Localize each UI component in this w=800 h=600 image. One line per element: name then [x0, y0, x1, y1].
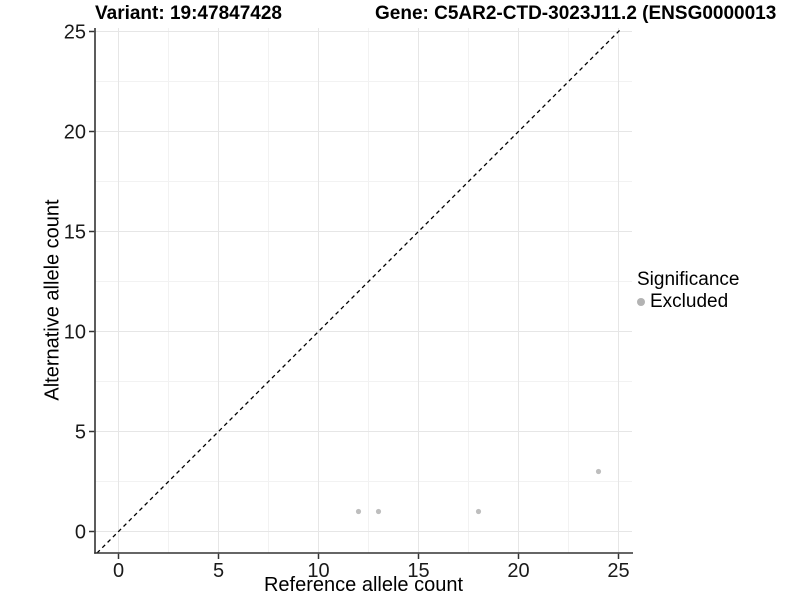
- data-point: [595, 468, 602, 475]
- data-point: [475, 508, 482, 515]
- x-tick-label: 25: [607, 560, 629, 582]
- plot-title-variant: Variant: 19:47847428: [95, 3, 282, 24]
- tick-labels: 0 5 10 15 20 25 0 5 10 15 20 25: [64, 22, 630, 583]
- gridlines-major: [95, 28, 632, 553]
- gridlines-minor: [95, 28, 632, 553]
- y-tick-label: 5: [75, 422, 86, 444]
- x-tick-label: 10: [307, 560, 329, 582]
- y-tick-label: 10: [64, 322, 86, 344]
- x-tick-label: 5: [213, 560, 224, 582]
- tick-marks: [89, 30, 620, 559]
- legend-key-dot: [637, 298, 645, 306]
- y-tick-label: 20: [64, 122, 86, 144]
- identity-dashed-line: [96, 27, 623, 554]
- x-tick-label: 20: [507, 560, 529, 582]
- y-axis-title: Alternative allele count: [41, 199, 64, 401]
- x-tick-label: 0: [113, 560, 124, 582]
- y-tick-label: 25: [64, 22, 86, 44]
- y-tick-label: 15: [64, 222, 86, 244]
- legend-title: Significance: [637, 269, 740, 290]
- axis-lines: [94, 28, 633, 554]
- data-point: [355, 508, 362, 515]
- identity-line: [96, 27, 623, 554]
- plot-title-gene: Gene: C5AR2-CTD-3023J11.2 (ENSG0000013: [375, 3, 777, 24]
- data-point: [375, 508, 382, 515]
- legend-item-label: Excluded: [650, 291, 729, 312]
- x-axis-title: Reference allele count: [263, 574, 463, 596]
- legend-item: Excluded: [637, 291, 739, 313]
- x-tick-label: 15: [407, 560, 429, 582]
- legend: Significance Excluded: [637, 268, 739, 313]
- data-points: [355, 468, 602, 515]
- y-tick-label: 0: [75, 522, 86, 544]
